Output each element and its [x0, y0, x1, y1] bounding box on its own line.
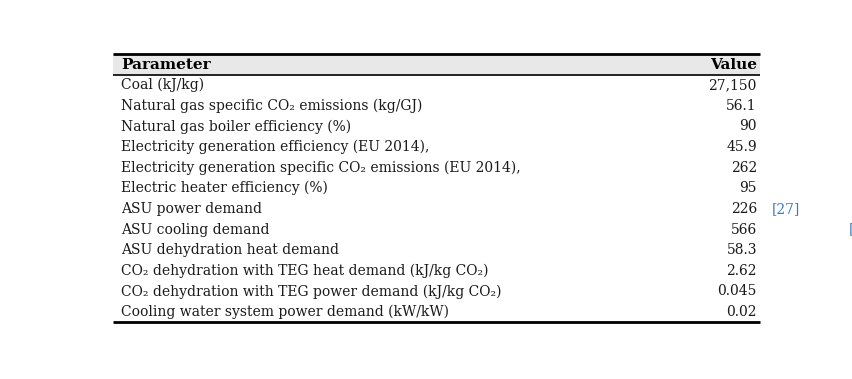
Text: CO₂ dehydration with TEG power demand (kJ/kg CO₂): CO₂ dehydration with TEG power demand (k… [121, 284, 502, 299]
Text: Electricity generation specific CO₂ emissions (EU 2014),: Electricity generation specific CO₂ emis… [121, 160, 525, 175]
Text: ASU cooling demand: ASU cooling demand [121, 222, 273, 236]
Text: Electricity generation efficiency (EU 2014),: Electricity generation efficiency (EU 20… [121, 140, 434, 154]
Text: Natural gas boiler efficiency (%): Natural gas boiler efficiency (%) [121, 119, 351, 134]
Text: [28]: [28] [849, 222, 852, 236]
Text: 262: 262 [731, 161, 757, 175]
Text: Value: Value [710, 58, 757, 72]
Text: 0.045: 0.045 [717, 284, 757, 298]
Text: [27]: [27] [772, 202, 801, 216]
Text: ASU power demand: ASU power demand [121, 202, 267, 216]
Text: 90: 90 [740, 119, 757, 133]
Text: 27,150: 27,150 [709, 78, 757, 92]
Text: Natural gas specific CO₂ emissions (kg/GJ): Natural gas specific CO₂ emissions (kg/G… [121, 99, 423, 113]
Text: 95: 95 [740, 181, 757, 195]
Text: Coal (kJ/kg): Coal (kJ/kg) [121, 78, 204, 92]
Text: 226: 226 [731, 202, 757, 216]
Text: ASU dehydration heat demand: ASU dehydration heat demand [121, 243, 343, 257]
Text: 0.02: 0.02 [727, 305, 757, 319]
Text: 58.3: 58.3 [727, 243, 757, 257]
Text: Electric heater efficiency (%): Electric heater efficiency (%) [121, 181, 328, 196]
Text: Parameter: Parameter [121, 58, 210, 72]
Text: 56.1: 56.1 [726, 99, 757, 113]
Bar [113, 54, 760, 75]
Text: 566: 566 [731, 222, 757, 236]
Text: 2.62: 2.62 [727, 264, 757, 278]
Text: CO₂ dehydration with TEG heat demand (kJ/kg CO₂): CO₂ dehydration with TEG heat demand (kJ… [121, 264, 488, 278]
Text: 45.9: 45.9 [726, 140, 757, 154]
Text: Cooling water system power demand (kW/kW): Cooling water system power demand (kW/kW… [121, 305, 449, 319]
